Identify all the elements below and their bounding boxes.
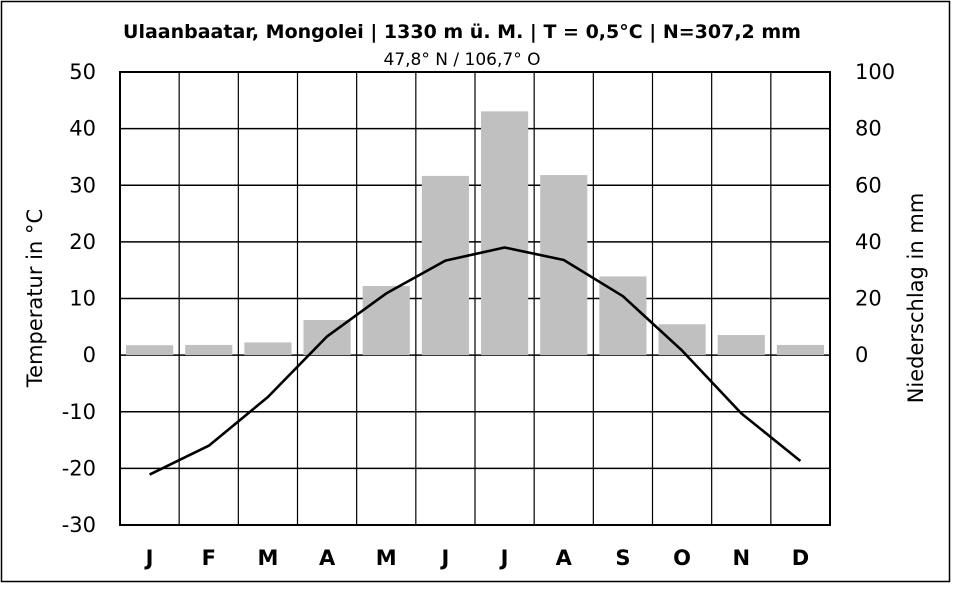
temperature-tick-label: -30	[62, 513, 96, 537]
month-label: A	[556, 546, 573, 570]
right-axis-label: Niederschlag in mm	[904, 193, 928, 404]
month-label: S	[615, 546, 630, 570]
precipitation-bar	[776, 344, 824, 356]
temperature-line	[149, 246, 802, 476]
precipitation-bar	[362, 286, 410, 356]
month-label: M	[257, 546, 278, 570]
precipitation-bar	[599, 276, 647, 356]
month-label: M	[376, 546, 397, 570]
month-label: J	[144, 546, 154, 570]
precipitation-tick-label: 20	[855, 287, 882, 311]
precipitation-bar	[244, 342, 292, 356]
left-axis-ticks: 50 40 30 20 10 0 -10 -20 -30	[62, 60, 96, 537]
precipitation-tick-label: 40	[855, 230, 882, 254]
temperature-tick-label: 50	[69, 60, 96, 84]
precipitation-bar	[540, 175, 588, 356]
month-label: N	[732, 546, 750, 570]
month-label: J	[499, 546, 509, 570]
temperature-tick-label: 30	[69, 173, 96, 197]
chart-title: Ulaanbaatar, Mongolei | 1330 m ü. M. | T…	[123, 21, 801, 43]
temperature-tick-label: 0	[83, 343, 96, 367]
precipitation-bar	[185, 344, 233, 356]
chart-subtitle: 47,8° N / 106,7° O	[384, 50, 541, 70]
precipitation-tick-label: 80	[855, 117, 882, 141]
precipitation-bar	[481, 111, 529, 356]
left-axis-label: Temperatur in °C	[23, 209, 47, 388]
precipitation-bar	[421, 175, 469, 356]
precipitation-tick-label: 60	[855, 173, 882, 197]
plot-frame	[119, 71, 831, 526]
temperature-series	[149, 246, 802, 476]
temperature-tick-label: -10	[62, 400, 96, 424]
precipitation-tick-label: 0	[855, 343, 868, 367]
month-label: D	[792, 546, 809, 570]
month-label: O	[673, 546, 691, 570]
precipitation-bar	[126, 345, 174, 356]
month-label: F	[202, 546, 216, 570]
precipitation-bars	[126, 111, 824, 356]
month-label: J	[440, 546, 450, 570]
temperature-tick-label: 20	[69, 230, 96, 254]
right-axis-ticks: 100 80 60 40 20 0	[855, 60, 895, 367]
temperature-tick-label: -20	[62, 456, 96, 480]
month-label: A	[319, 546, 336, 570]
temperature-tick-label: 10	[69, 287, 96, 311]
precipitation-bar	[717, 335, 765, 356]
temperature-tick-label: 40	[69, 117, 96, 141]
precipitation-tick-label: 100	[855, 60, 895, 84]
